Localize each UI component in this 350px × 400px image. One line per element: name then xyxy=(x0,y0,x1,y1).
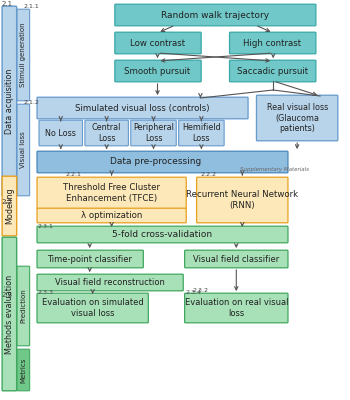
Text: Recurrent Neural Network
(RNN): Recurrent Neural Network (RNN) xyxy=(186,190,298,210)
Text: Prediction: Prediction xyxy=(20,289,26,323)
Text: Methods evaluation: Methods evaluation xyxy=(5,274,14,354)
Text: Visual loss: Visual loss xyxy=(20,132,26,168)
Text: Peripheral
Loss: Peripheral Loss xyxy=(133,123,174,143)
FancyBboxPatch shape xyxy=(230,60,316,82)
FancyBboxPatch shape xyxy=(197,177,288,223)
Text: Modeling: Modeling xyxy=(5,188,14,224)
Text: Central
Loss: Central Loss xyxy=(92,123,121,143)
Text: Metrics: Metrics xyxy=(20,357,26,383)
FancyBboxPatch shape xyxy=(17,9,30,101)
Text: 2.1.1: 2.1.1 xyxy=(24,4,40,10)
FancyBboxPatch shape xyxy=(115,4,316,26)
Text: 2.2.2: 2.2.2 xyxy=(201,172,216,178)
Text: 2.3.3: 2.3.3 xyxy=(38,290,54,296)
Text: Threshold Free Cluster
Enhancement (TFCE): Threshold Free Cluster Enhancement (TFCE… xyxy=(63,183,160,203)
Text: 2.2: 2.2 xyxy=(1,199,12,205)
Text: Evaluation on simulated
visual loss: Evaluation on simulated visual loss xyxy=(42,298,144,318)
FancyBboxPatch shape xyxy=(37,250,144,268)
Text: Smooth pursuit: Smooth pursuit xyxy=(124,66,191,76)
FancyBboxPatch shape xyxy=(115,32,201,54)
Text: Saccadic pursuit: Saccadic pursuit xyxy=(237,66,308,76)
Text: Visual field reconstruction: Visual field reconstruction xyxy=(55,278,164,287)
FancyBboxPatch shape xyxy=(37,177,186,209)
Text: Hemifield
Loss: Hemifield Loss xyxy=(182,123,221,143)
FancyBboxPatch shape xyxy=(17,349,30,391)
FancyBboxPatch shape xyxy=(2,6,17,196)
Text: Data pre-processing: Data pre-processing xyxy=(110,158,201,166)
Text: 5-fold cross-validation: 5-fold cross-validation xyxy=(112,230,212,239)
FancyBboxPatch shape xyxy=(131,120,176,146)
Text: λ optimization: λ optimization xyxy=(81,211,142,220)
Text: 2.1.2: 2.1.2 xyxy=(24,100,40,104)
FancyBboxPatch shape xyxy=(17,104,30,196)
Text: 2.3.2: 2.3.2 xyxy=(193,288,208,292)
FancyBboxPatch shape xyxy=(37,226,288,243)
Text: Stimuli generation: Stimuli generation xyxy=(20,23,26,87)
FancyBboxPatch shape xyxy=(185,250,288,268)
FancyBboxPatch shape xyxy=(37,274,183,291)
Text: 2.1: 2.1 xyxy=(1,1,13,7)
FancyBboxPatch shape xyxy=(2,176,17,236)
FancyBboxPatch shape xyxy=(115,60,201,82)
FancyBboxPatch shape xyxy=(2,237,17,391)
Text: High contrast: High contrast xyxy=(243,38,301,48)
FancyBboxPatch shape xyxy=(178,120,224,146)
FancyBboxPatch shape xyxy=(37,151,288,173)
Text: Data acquisition: Data acquisition xyxy=(5,68,14,134)
FancyBboxPatch shape xyxy=(37,293,148,323)
FancyBboxPatch shape xyxy=(85,120,128,146)
FancyBboxPatch shape xyxy=(257,95,338,141)
Text: No Loss: No Loss xyxy=(45,128,76,138)
Text: Simulated visual loss (controls): Simulated visual loss (controls) xyxy=(75,104,210,112)
FancyBboxPatch shape xyxy=(37,97,248,119)
FancyBboxPatch shape xyxy=(17,266,30,346)
FancyBboxPatch shape xyxy=(39,120,83,146)
Text: 2.3.1: 2.3.1 xyxy=(38,224,54,228)
Text: 2.3.4: 2.3.4 xyxy=(186,290,202,296)
Text: Time-point classifier: Time-point classifier xyxy=(47,254,132,264)
FancyBboxPatch shape xyxy=(37,208,186,223)
Text: Supplementary Materials: Supplementary Materials xyxy=(240,168,309,172)
Text: 2.3: 2.3 xyxy=(1,292,13,298)
FancyBboxPatch shape xyxy=(230,32,316,54)
FancyBboxPatch shape xyxy=(185,293,288,323)
Text: Low contrast: Low contrast xyxy=(130,38,185,48)
Text: Visual field classifier: Visual field classifier xyxy=(193,254,279,264)
Text: 2.2.1: 2.2.1 xyxy=(66,172,82,178)
Text: Random walk trajectory: Random walk trajectory xyxy=(161,10,270,20)
Text: Real visual loss
(Glaucoma
patients): Real visual loss (Glaucoma patients) xyxy=(266,103,328,133)
Text: Evaluation on real visual
loss: Evaluation on real visual loss xyxy=(184,298,288,318)
